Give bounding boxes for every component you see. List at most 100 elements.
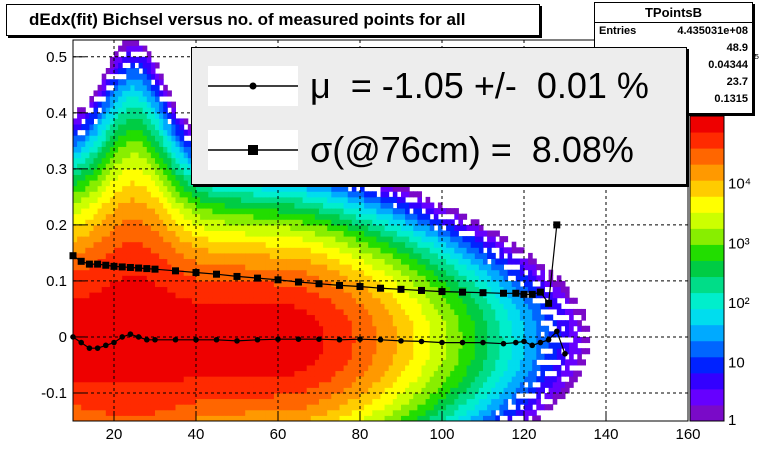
heat-cell	[388, 202, 394, 209]
heat-cell	[442, 359, 447, 366]
heat-cell	[413, 264, 418, 271]
heat-cell	[355, 381, 361, 388]
heat-cell	[384, 275, 390, 282]
heat-cell	[278, 376, 283, 383]
heat-cell	[368, 247, 373, 254]
heat-cell	[138, 140, 144, 147]
heat-cell	[360, 348, 365, 355]
heat-cell	[401, 252, 406, 260]
heat-cell	[142, 62, 148, 69]
heat-cell	[228, 280, 234, 288]
heat-cell	[212, 325, 217, 332]
heat-cell	[150, 308, 156, 316]
heat-cell	[491, 236, 496, 243]
heat-cell	[470, 247, 476, 254]
heat-cell	[122, 387, 127, 394]
heat-cell	[265, 409, 271, 416]
heat-cell	[417, 353, 422, 360]
heat-cell	[146, 269, 152, 276]
heat-cell	[478, 236, 484, 243]
heat-cell	[167, 174, 172, 181]
heat-cell	[114, 196, 119, 203]
heat-cell	[474, 280, 480, 288]
heat-cell	[73, 331, 78, 338]
heat-cell	[134, 241, 140, 248]
heat-cell	[249, 409, 254, 416]
heat-cell	[216, 236, 222, 243]
heat-cell	[302, 185, 308, 192]
heat-cell	[491, 376, 496, 383]
heat-cell	[351, 213, 357, 220]
heat-cell	[237, 292, 242, 299]
heat-cell	[306, 392, 312, 400]
heat-cell	[196, 202, 201, 209]
heat-cell	[491, 320, 496, 327]
heat-cell	[146, 79, 152, 86]
heat-cell	[118, 364, 123, 372]
heat-cell	[425, 331, 431, 338]
heat-cell	[77, 140, 82, 147]
heat-cell	[200, 230, 205, 237]
heat-cell	[413, 236, 418, 243]
heat-cell	[286, 409, 291, 416]
heat-cell	[278, 280, 283, 288]
heat-cell	[409, 258, 414, 265]
heat-cell	[196, 359, 201, 366]
heat-cell	[384, 331, 390, 338]
heat-cell	[392, 258, 398, 265]
heat-cell	[253, 241, 258, 248]
heat-cell	[319, 376, 324, 383]
heat-cell	[183, 129, 189, 136]
heat-cell	[167, 342, 172, 349]
heat-cell	[466, 392, 472, 400]
heat-cell	[462, 353, 468, 360]
heat-cell	[249, 264, 254, 271]
heat-cell	[491, 230, 496, 237]
heat-cell	[122, 404, 127, 411]
heat-cell	[155, 404, 160, 411]
heat-cell	[155, 124, 160, 131]
heat-cell	[450, 280, 455, 288]
heat-cell	[278, 202, 283, 209]
heat-cell	[462, 359, 468, 366]
heat-cell	[237, 297, 242, 304]
heat-cell	[384, 252, 390, 260]
heat-cell	[257, 208, 263, 215]
heat-cell	[163, 140, 168, 147]
heat-cell	[216, 381, 222, 388]
heat-cell	[167, 415, 172, 422]
heat-cell	[495, 320, 500, 327]
heat-cell	[269, 364, 275, 372]
heat-cell	[298, 376, 304, 383]
heat-cell	[159, 370, 164, 377]
heat-cell	[442, 353, 447, 360]
heat-cell	[380, 370, 386, 377]
heat-cell	[150, 292, 156, 299]
heat-cell	[450, 308, 455, 316]
heat-cell	[327, 353, 332, 360]
heat-cell	[97, 370, 103, 377]
heat-cell	[319, 230, 324, 237]
heat-cell	[105, 219, 111, 226]
heat-cell	[134, 387, 140, 394]
heat-cell	[101, 303, 107, 310]
heat-cell	[364, 196, 369, 203]
heat-cell	[454, 370, 459, 377]
heat-cell	[167, 303, 172, 310]
heat-cell	[491, 381, 496, 388]
heat-cell	[401, 258, 406, 265]
heat-cell	[458, 320, 463, 327]
heat-cell	[261, 359, 267, 366]
heat-cell	[146, 370, 152, 377]
heat-cell	[130, 269, 135, 276]
heat-cell	[491, 286, 496, 293]
heat-cell	[257, 269, 263, 276]
heat-cell	[109, 320, 115, 327]
heat-cell	[85, 213, 90, 220]
heat-cell	[167, 286, 172, 293]
heat-cell	[155, 292, 160, 299]
heat-cell	[249, 286, 254, 293]
heat-cell	[269, 314, 275, 321]
heat-cell	[118, 303, 123, 310]
heat-cell	[89, 336, 94, 344]
